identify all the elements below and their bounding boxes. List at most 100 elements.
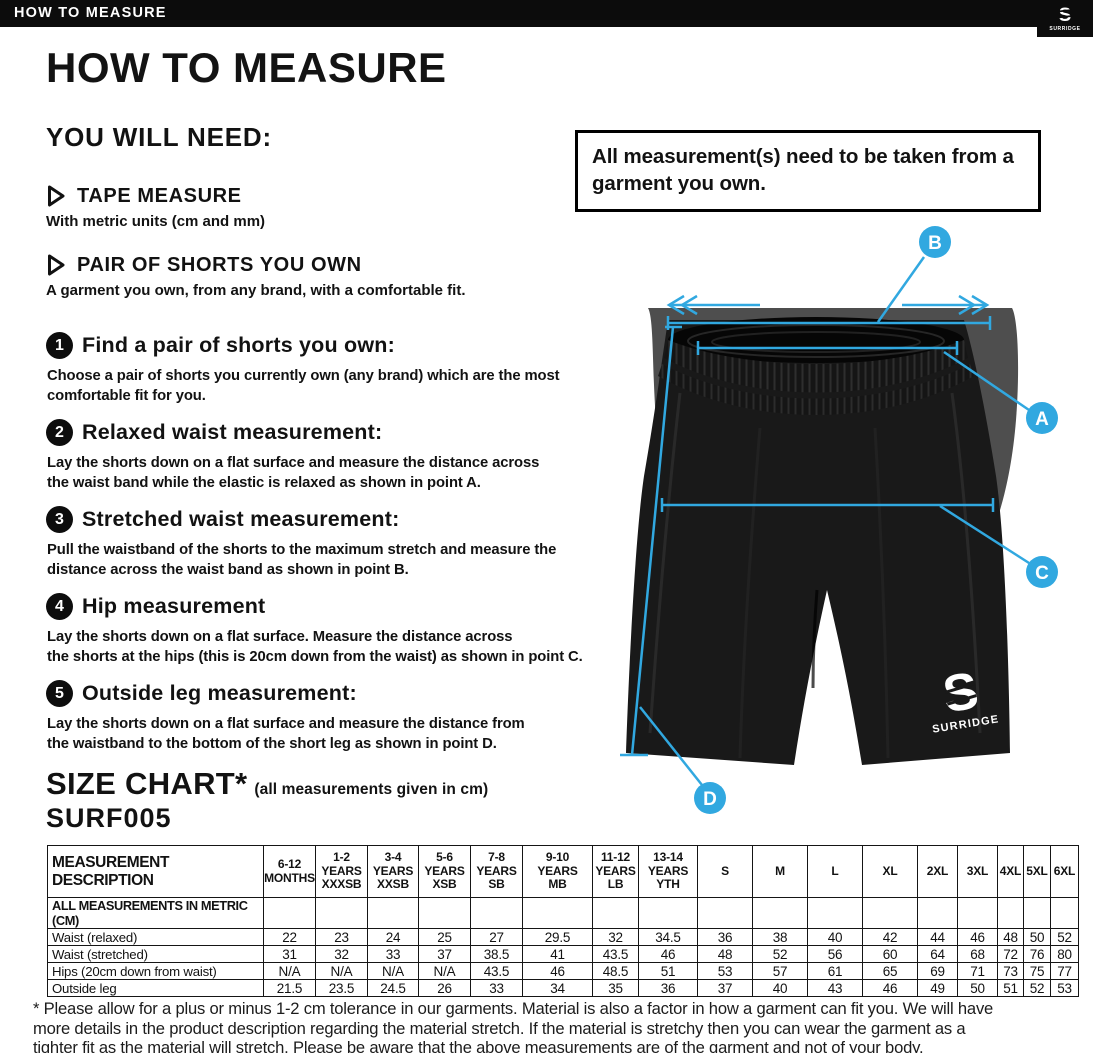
metric-row-label: ALL MEASUREMENTS IN METRIC (CM) <box>47 897 264 929</box>
point-d-badge: D <box>694 782 726 814</box>
product-code: SURF005 <box>46 803 172 833</box>
crotch-seam <box>811 589 819 689</box>
size-value-cell: 31 <box>263 945 316 963</box>
size-value-cell: 36 <box>638 979 698 997</box>
size-value-cell: N/A <box>315 962 368 980</box>
size-value-cell: 52 <box>752 945 808 963</box>
size-value-cell: 40 <box>807 928 863 946</box>
measure-line-d <box>620 325 703 786</box>
size-value-cell: 51 <box>638 962 698 980</box>
size-value-cell: 21.5 <box>263 979 316 997</box>
footnote-line: tighter fit as the material will stretch… <box>33 1038 924 1053</box>
size-column-header: 3XL <box>957 845 998 898</box>
step-2: 2 Relaxed waist measurement: Lay the sho… <box>46 419 539 493</box>
footnote-line: more details in the product description … <box>33 1018 966 1038</box>
empty-cell <box>592 897 639 929</box>
svg-text:S: S <box>1059 5 1072 25</box>
measurement-label: Waist (stretched) <box>47 945 264 963</box>
empty-cell <box>807 897 863 929</box>
measurement-label: Hips (20cm down from waist) <box>47 962 264 980</box>
size-column-header: 7-8 YEARS SB <box>470 845 523 898</box>
size-value-cell: 77 <box>1050 962 1079 980</box>
size-chart-title: SIZE CHART* <box>46 766 248 801</box>
size-column-header: 3-4 YEARS XXSB <box>367 845 419 898</box>
size-value-cell: 23.5 <box>315 979 368 997</box>
size-value-cell: 24.5 <box>367 979 419 997</box>
empty-cell <box>367 897 419 929</box>
size-value-cell: 61 <box>807 962 863 980</box>
size-value-cell: 75 <box>1023 962 1051 980</box>
size-chart-table: MEASUREMENT DESCRIPTION 6-12 MONTHS 1-2 YE… <box>47 845 1079 997</box>
size-value-cell: 22 <box>263 928 316 946</box>
step-body: Choose a pair of shorts you currently ow… <box>47 368 560 405</box>
size-column-header: M <box>752 845 808 898</box>
size-value-cell: 69 <box>917 962 958 980</box>
step-4: 4 Hip measurement Lay the shorts down on… <box>46 593 583 667</box>
size-value-cell: 37 <box>418 945 471 963</box>
size-value-cell: 48.5 <box>592 962 639 980</box>
step-title: Outside leg measurement: <box>82 681 357 705</box>
measurement-label: Waist (relaxed) <box>47 928 264 946</box>
size-column-header: L <box>807 845 863 898</box>
need-item-title: TAPE MEASURE <box>77 184 242 207</box>
step-number-badge: 4 <box>46 593 73 620</box>
step-title: Find a pair of shorts you own: <box>82 333 395 357</box>
size-column-header: 2XL <box>917 845 958 898</box>
size-value-cell: 48 <box>697 945 753 963</box>
step-number-badge: 5 <box>46 680 73 707</box>
empty-cell <box>1050 897 1079 929</box>
size-value-cell: 53 <box>1050 979 1079 997</box>
step-number-badge: 2 <box>46 419 73 446</box>
empty-cell <box>752 897 808 929</box>
size-column-header: XL <box>862 845 918 898</box>
size-chart-heading: SIZE CHART* (all measurements given in cm… <box>46 766 488 802</box>
size-value-cell: 48 <box>997 928 1024 946</box>
size-value-cell: 33 <box>367 945 419 963</box>
size-value-cell: 43.5 <box>592 945 639 963</box>
size-value-cell: 52 <box>1023 979 1051 997</box>
step-title: Relaxed waist measurement: <box>82 420 383 444</box>
empty-cell <box>470 897 523 929</box>
step-number-badge: 3 <box>46 506 73 533</box>
size-value-cell: 34.5 <box>638 928 698 946</box>
empty-cell <box>638 897 698 929</box>
size-value-cell: 43 <box>807 979 863 997</box>
surridge-logo-word: SURRIDGE <box>1049 26 1081 32</box>
size-value-cell: 38 <box>752 928 808 946</box>
empty-cell <box>315 897 368 929</box>
empty-cell <box>957 897 998 929</box>
header-bar: HOW TO MEASURE <box>0 0 1093 27</box>
size-value-cell: 50 <box>1023 928 1051 946</box>
size-value-cell: 53 <box>697 962 753 980</box>
need-item-shorts: PAIR OF SHORTS YOU OWN <box>46 253 362 277</box>
size-value-cell: 36 <box>697 928 753 946</box>
step-number-badge: 1 <box>46 332 73 359</box>
step-body: Lay the shorts down on a flat surface. M… <box>47 629 583 666</box>
size-value-cell: 34 <box>522 979 593 997</box>
size-value-cell: 46 <box>862 979 918 997</box>
size-value-cell: 49 <box>917 979 958 997</box>
svg-text:A: A <box>1035 409 1049 430</box>
size-chart-row: Waist (stretched) 31 32 33 37 38.5 41 43.5 46 48 5… <box>47 945 1079 963</box>
size-value-cell: 56 <box>807 945 863 963</box>
need-item-desc: With metric units (cm and mm) <box>46 213 266 230</box>
elastic-band <box>658 364 974 415</box>
step-1: 1 Find a pair of shorts you own: Choose … <box>46 332 560 406</box>
need-item-title: PAIR OF SHORTS YOU OWN <box>77 253 362 276</box>
size-value-cell: 71 <box>957 962 998 980</box>
empty-cell <box>697 897 753 929</box>
size-column-header: 1-2 YEARS XXXSB <box>315 845 368 898</box>
empty-cell <box>522 897 593 929</box>
footnote-line: * Please allow for a plus or minus 1-2 c… <box>33 999 994 1018</box>
empty-cell <box>263 897 316 929</box>
waist-ring <box>711 331 921 353</box>
size-value-cell: 32 <box>592 928 639 946</box>
empty-cell <box>862 897 918 929</box>
point-b-badge: B <box>919 226 951 258</box>
surridge-logo: S SURRIDGE <box>1037 0 1093 37</box>
size-value-cell: 44 <box>917 928 958 946</box>
point-a-badge: A <box>1026 402 1058 434</box>
measure-line-a <box>696 341 1030 412</box>
size-column-header: 5-6 YEARS XSB <box>418 845 471 898</box>
